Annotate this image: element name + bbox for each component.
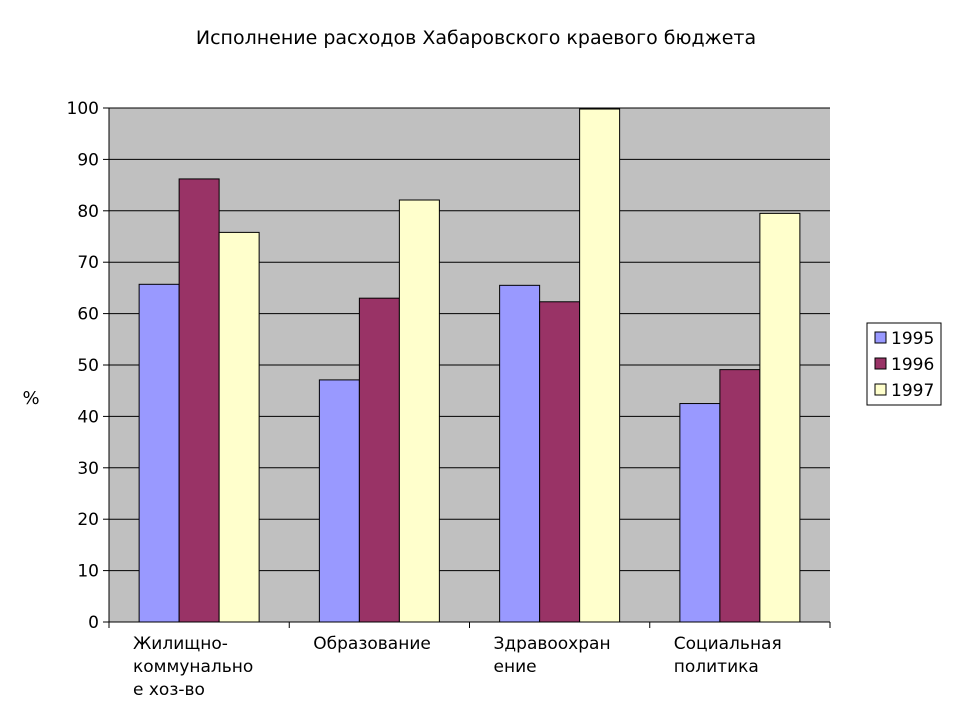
y-tick-label: 80 bbox=[77, 202, 99, 222]
x-tick-label: коммунально bbox=[133, 657, 253, 677]
legend-label-1996: 1996 bbox=[891, 355, 934, 375]
x-tick-labels: Жилищно-коммунально е хоз-во Образование Зд… bbox=[133, 634, 782, 700]
y-tick-label: 100 bbox=[67, 99, 99, 119]
bar-1995-1 bbox=[318, 379, 360, 623]
bar-1996-0 bbox=[178, 178, 220, 623]
bar-1997-2 bbox=[579, 108, 621, 623]
y-tick-label: 50 bbox=[77, 356, 99, 376]
x-tick-label: Жилищно- bbox=[133, 634, 228, 654]
legend-swatch-1997 bbox=[874, 383, 887, 396]
legend-label-1997: 1997 bbox=[891, 381, 934, 401]
bars bbox=[138, 108, 801, 623]
chart-title: Исполнение расходов Хабаровского краевог… bbox=[196, 27, 756, 49]
y-tick-label: 20 bbox=[77, 510, 99, 530]
bar-1997-3 bbox=[759, 212, 801, 623]
y-axis-label: % bbox=[22, 388, 39, 409]
x-tick-label: Образование bbox=[313, 634, 431, 654]
bar-1995-2 bbox=[499, 284, 541, 623]
x-tick-label: Здравоохран bbox=[494, 634, 611, 654]
y-tick-label: 70 bbox=[77, 253, 99, 273]
bar-1996-3 bbox=[719, 369, 761, 623]
bar-1996-2 bbox=[539, 301, 581, 623]
bar-1996-1 bbox=[358, 297, 400, 623]
y-tick-label: 0 bbox=[88, 613, 99, 633]
x-tick-label: е хоз-во bbox=[133, 680, 205, 700]
y-tick-labels: 0 10 20 30 40 50 60 70 80 90 100 bbox=[67, 99, 99, 633]
bar-1995-3 bbox=[679, 403, 721, 623]
x-tick-label: ение bbox=[494, 657, 537, 677]
bar-1995-0 bbox=[138, 283, 180, 623]
legend-swatch-1995 bbox=[874, 331, 887, 344]
bar-1997-1 bbox=[398, 199, 440, 623]
y-tick-label: 30 bbox=[77, 459, 99, 479]
x-tick-label: политика bbox=[674, 657, 759, 677]
y-tick-label: 10 bbox=[77, 562, 99, 582]
axes bbox=[103, 107, 831, 628]
legend-swatch-1996 bbox=[874, 357, 887, 370]
legend: 1995 1996 1997 bbox=[866, 322, 942, 406]
y-tick-label: 60 bbox=[77, 305, 99, 325]
legend-label-1995: 1995 bbox=[891, 329, 934, 349]
bar-1997-0 bbox=[218, 231, 260, 623]
x-tick-label: Социальная bbox=[674, 634, 782, 654]
y-tick-label: 90 bbox=[77, 150, 99, 170]
y-tick-label: 40 bbox=[77, 407, 99, 427]
